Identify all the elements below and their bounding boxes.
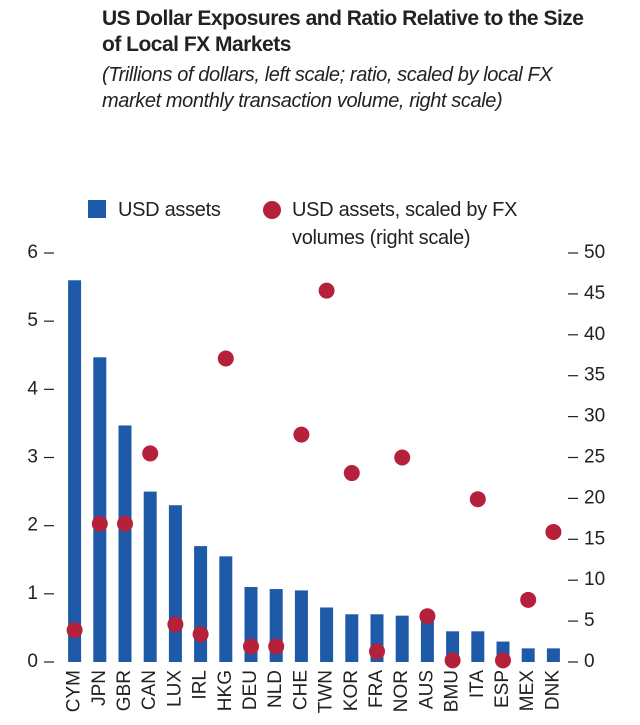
y2-tick-label: 25 <box>584 447 605 468</box>
x-tick-label: TWN <box>316 670 337 713</box>
x-tick-label: FRA <box>366 670 387 708</box>
x-tick-label: GBR <box>114 670 135 711</box>
bar <box>395 615 409 662</box>
x-tick-label: AUS <box>416 670 437 709</box>
y2-tick-label: 15 <box>584 528 605 549</box>
dot <box>343 465 360 482</box>
dot <box>419 608 436 625</box>
x-tick-label: LUX <box>164 670 185 707</box>
y2-tick-label: 5 <box>584 610 595 631</box>
bar <box>521 648 535 662</box>
bar <box>93 357 107 662</box>
bar <box>320 607 334 662</box>
dot <box>142 445 159 462</box>
bar <box>143 491 157 662</box>
y-tick-label: 5 <box>27 310 38 331</box>
x-tick-label: BMU <box>442 670 463 712</box>
bar <box>118 425 132 662</box>
x-tick-label: DEU <box>240 670 261 710</box>
bar <box>546 648 560 662</box>
bar <box>219 556 233 662</box>
y2-tick-label: 45 <box>584 283 605 304</box>
y2-tick-label: 10 <box>584 569 605 590</box>
bar <box>471 631 485 662</box>
dot <box>243 638 259 655</box>
dot <box>495 652 511 669</box>
bar <box>294 590 308 662</box>
dot <box>469 491 486 508</box>
dot <box>394 449 411 466</box>
x-tick-label: CHE <box>290 670 311 710</box>
y2-tick-label: 35 <box>584 365 605 386</box>
y2-tick-label: 40 <box>584 324 605 345</box>
y-tick-label: 0 <box>27 651 38 672</box>
dot <box>545 523 562 540</box>
x-tick-label: MEX <box>517 670 538 712</box>
dot <box>369 643 385 660</box>
dot <box>444 652 461 669</box>
y2-tick-label: 0 <box>584 651 595 672</box>
y-tick-label: 3 <box>27 447 38 468</box>
x-tick-label: HKG <box>215 670 236 711</box>
dot <box>293 426 310 443</box>
y-tick-label: 4 <box>27 378 38 399</box>
legend-label: USD assets, scaled by FX volumes (right … <box>292 199 518 249</box>
x-tick-label: ESP <box>492 670 513 708</box>
x-tick-label: NOR <box>391 670 412 712</box>
y-tick-label: 2 <box>27 515 38 536</box>
dot <box>117 515 133 532</box>
x-tick-label: IRL <box>190 670 211 700</box>
y2-tick-label: 20 <box>584 487 605 508</box>
legend-marker <box>88 200 106 218</box>
dot <box>91 515 108 532</box>
y2-tick-label: 50 <box>584 242 605 263</box>
bar <box>420 617 434 662</box>
x-tick-label: JPN <box>89 670 110 706</box>
x-tick-label: DNK <box>542 670 563 710</box>
dot <box>520 591 537 608</box>
bar <box>168 505 182 662</box>
dot <box>268 638 285 655</box>
chart-subtitle: (Trillions of dollars, left scale; ratio… <box>102 64 553 112</box>
x-tick-label: KOR <box>341 670 362 711</box>
y2-tick-label: 30 <box>584 406 605 427</box>
dot <box>217 350 234 367</box>
chart-title: US Dollar Exposures and Ratio Relative t… <box>102 7 584 56</box>
x-tick-label: ITA <box>467 670 488 698</box>
dot <box>192 626 209 643</box>
x-tick-label: CAN <box>139 670 160 710</box>
bar <box>194 546 208 662</box>
y-tick-label: 6 <box>27 242 38 263</box>
x-tick-label: NLD <box>265 670 286 708</box>
x-tick-label: CYM <box>64 670 85 712</box>
legend-label: USD assets <box>118 199 221 221</box>
y-tick-label: 1 <box>27 583 38 604</box>
legend-marker <box>263 201 281 219</box>
dot <box>66 622 83 639</box>
dot <box>167 616 184 633</box>
bar <box>345 614 359 662</box>
dot <box>318 282 335 299</box>
bar <box>68 280 82 662</box>
